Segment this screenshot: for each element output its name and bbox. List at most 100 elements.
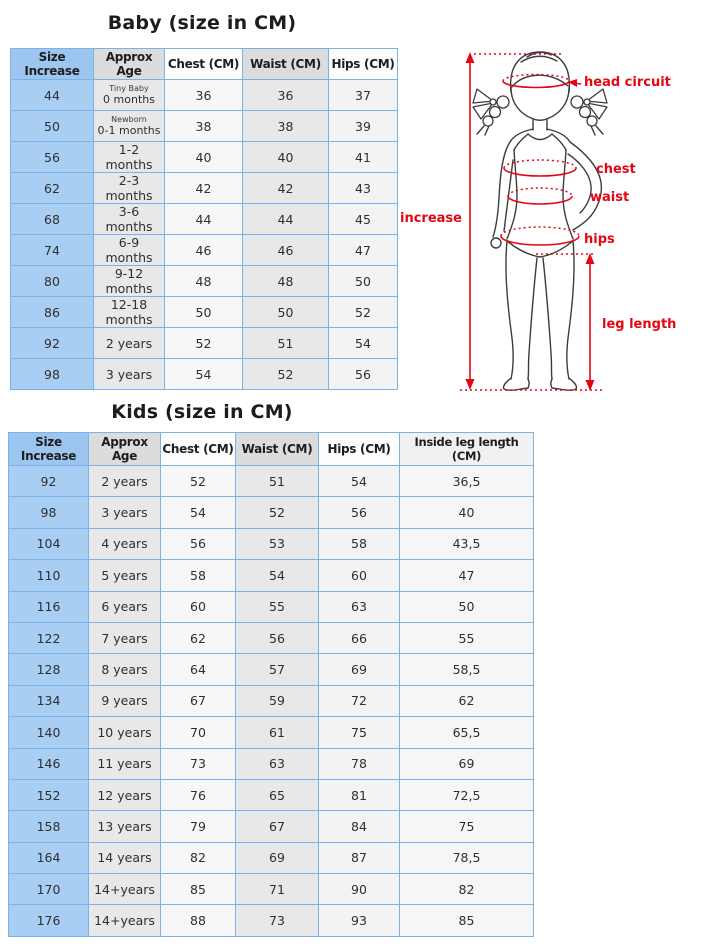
neck (532, 119, 548, 131)
cell-hips: 69 (318, 653, 400, 686)
cell-hips: 54 (328, 327, 398, 359)
left-leg-outer (505, 240, 514, 380)
cell-waist: 52 (235, 496, 319, 529)
girl-figure (472, 51, 608, 391)
cell-hips: 58 (318, 527, 400, 561)
cell-leg: 43,5 (399, 527, 534, 561)
cell-size: 92 (10, 327, 94, 359)
cell-size: 134 (8, 684, 89, 718)
cell-age: 2-3 months (93, 172, 165, 204)
cell-chest: 40 (164, 141, 243, 173)
table-row: 158 13 years 79 67 84 75 (8, 810, 534, 843)
face-outline (510, 87, 570, 121)
header-row: Size Increase Approx Age Chest (CM) Wais… (10, 48, 398, 80)
cell-leg: 72,5 (399, 778, 534, 812)
cell-size: 170 (8, 873, 89, 906)
cell-waist: 51 (235, 464, 319, 498)
table-row: 74 6-9 months 46 46 47 (10, 234, 398, 266)
table-row: 128 8 years 64 57 69 58,5 (8, 653, 534, 686)
cell-age: 3 years (88, 496, 161, 529)
cell-age: 12 years (88, 778, 161, 812)
kids-section-title: Kids (size in CM) (111, 401, 293, 423)
cell-chest: 38 (164, 110, 243, 142)
baby-col-approx-age: Approx Age (93, 48, 165, 80)
cell-chest: 52 (160, 464, 236, 498)
cell-size: 98 (8, 496, 89, 529)
cell-leg: 55 (399, 621, 534, 655)
cell-waist: 71 (235, 873, 319, 906)
cell-size: 86 (10, 296, 94, 328)
chest-label: chest (596, 162, 636, 177)
cell-hips: 66 (318, 621, 400, 655)
cell-waist: 55 (235, 590, 319, 623)
cell-hips: 39 (328, 110, 398, 142)
cell-hips: 52 (328, 296, 398, 328)
cell-chest: 82 (160, 841, 236, 875)
cell-chest: 44 (164, 203, 243, 235)
cell-size: 122 (8, 621, 89, 655)
cell-chest: 48 (164, 265, 243, 297)
cell-size: 104 (8, 527, 89, 561)
cell-chest: 42 (164, 172, 243, 204)
table-row: 146 11 years 73 63 78 69 (8, 747, 534, 780)
braid-tip (476, 125, 490, 136)
bow-loop (472, 88, 494, 104)
left-leg-inner (527, 257, 538, 380)
shoulders (509, 128, 571, 143)
table-row: 68 3-6 months 44 44 45 (10, 203, 398, 235)
cell-waist: 59 (235, 684, 319, 718)
cell-hips: 47 (328, 234, 398, 266)
bikini-line (506, 240, 574, 258)
table-row: 116 6 years 60 55 63 50 (8, 590, 534, 623)
cell-age: 7 years (88, 621, 161, 655)
cell-chest: 54 (160, 496, 236, 529)
table-row: 98 3 years 54 52 56 40 (8, 496, 534, 529)
cell-size: 98 (10, 358, 94, 390)
cell-chest: 64 (160, 653, 236, 686)
cell-waist: 40 (242, 141, 329, 173)
cell-size: 176 (8, 904, 89, 937)
cell-hips: 37 (328, 79, 398, 111)
cell-hips: 56 (328, 358, 398, 390)
baby-col-size-increase: Size Increase (10, 48, 94, 80)
cell-hips: 81 (318, 778, 400, 812)
right-leg-outer (566, 240, 575, 380)
cell-waist: 50 (242, 296, 329, 328)
cell-hips: 54 (318, 464, 400, 498)
left-foot (502, 377, 530, 391)
cell-hips: 90 (318, 873, 400, 906)
cell-leg: 40 (399, 496, 534, 529)
table-row: 110 5 years 58 54 60 47 (8, 559, 534, 592)
cell-age: 14 years (88, 841, 161, 875)
table-row: 152 12 years 76 65 81 72,5 (8, 778, 534, 812)
cell-chest: 50 (164, 296, 243, 328)
cell-waist: 38 (242, 110, 329, 142)
kids-col-size-increase: Size Increase (8, 432, 89, 466)
cell-size: 164 (8, 841, 89, 875)
cell-leg: 36,5 (399, 464, 534, 498)
cell-waist: 56 (235, 621, 319, 655)
table-row: 122 7 years 62 56 66 55 (8, 621, 534, 655)
cell-age: 1-2 months (93, 141, 165, 173)
cell-hips: 87 (318, 841, 400, 875)
cell-chest: 60 (160, 590, 236, 623)
table-row: 98 3 years 54 52 56 (10, 358, 398, 390)
baby-table-body: 44 Tiny Baby 0 months 36 36 37 50 Newborn 0-1 mo… (10, 79, 398, 390)
cell-age: 3-6 months (93, 203, 165, 235)
table-row: 92 2 years 52 51 54 36,5 (8, 464, 534, 498)
table-row: 104 4 years 56 53 58 43,5 (8, 527, 534, 561)
kids-col-chest: Chest (CM) (160, 432, 236, 466)
cell-age: 13 years (88, 810, 161, 843)
cell-hips: 72 (318, 684, 400, 718)
right-foot (550, 377, 578, 391)
cell-size: 80 (10, 265, 94, 297)
cell-waist: 42 (242, 172, 329, 204)
cell-hips: 75 (318, 716, 400, 749)
kids-size-table: Size Increase Approx Age Chest (CM) Wais… (8, 432, 534, 937)
baby-col-waist: Waist (CM) (242, 48, 329, 80)
cell-hips: 84 (318, 810, 400, 843)
cell-age: 2 years (88, 464, 161, 498)
hips-line (500, 226, 580, 246)
cell-age: 9 years (88, 684, 161, 718)
right-arm-outer (569, 141, 603, 231)
